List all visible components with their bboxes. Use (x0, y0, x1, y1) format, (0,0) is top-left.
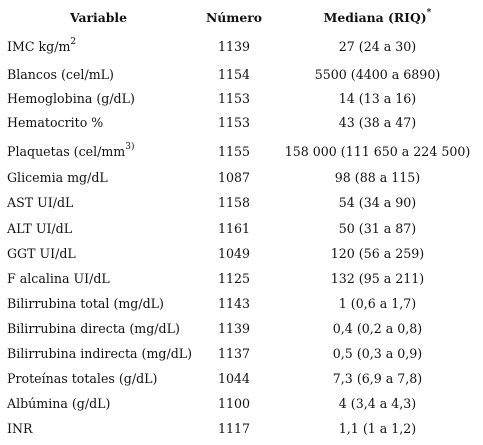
table-header-row: Variable Número Mediana (RIQ)* (0, 5, 483, 30)
table-row: GGT UI/dL 1049 120 (56 a 259) (0, 241, 483, 266)
table-row: AST UI/dL 1158 54 (34 a 90) (0, 190, 483, 215)
cell-variable: Glicemia mg/dL (7, 165, 108, 190)
cell-variable: IMC kg/m2 (7, 34, 76, 59)
cell-variable: Hematocrito % (7, 110, 103, 135)
cell-variable-text: F alcalina UI/dL (7, 271, 110, 286)
cell-numero: 1158 (217, 195, 251, 210)
cell-variable: F alcalina UI/dL (7, 266, 110, 291)
table-row: Plaquetas (cel/mm3) 1155 158 000 (111 650 … (0, 139, 483, 164)
cell-mediana: 27 (24 a 30) (338, 39, 417, 54)
cell-mediana: 120 (56 a 259) (330, 246, 425, 261)
cell-variable: Proteínas totales (g/dL) (7, 366, 157, 391)
cell-variable: GGT UI/dL (7, 241, 76, 266)
table-row: IMC kg/m2 1139 27 (24 a 30) (0, 34, 483, 59)
header-variable: Variable (70, 10, 128, 25)
cell-mediana: 158 000 (111 650 a 224 500) (284, 144, 471, 159)
cell-variable: Bilirrubina indirecta (mg/dL) (7, 341, 192, 366)
cell-numero: 1049 (217, 246, 251, 261)
cell-numero: 1125 (217, 271, 251, 286)
cell-numero: 1155 (217, 144, 251, 159)
cell-variable-text: Blancos (cel/mL) (7, 67, 114, 82)
cell-variable-text: INR (7, 421, 33, 436)
cell-numero: 1161 (217, 221, 251, 236)
cell-numero: 1154 (217, 67, 251, 82)
cell-variable-text: GGT UI/dL (7, 246, 76, 261)
cell-variable-superscript: 3) (125, 142, 135, 152)
cell-numero: 1044 (217, 371, 251, 386)
cell-variable: Bilirrubina total (mg/dL) (7, 291, 164, 316)
cell-variable-text: Plaquetas (cel/mm (7, 144, 126, 159)
cell-mediana: 1,1 (1 a 1,2) (338, 421, 417, 436)
cell-numero: 1087 (217, 170, 251, 185)
cell-mediana: 1 (0,6 a 1,7) (338, 296, 417, 311)
cell-mediana: 132 (95 a 211) (330, 271, 425, 286)
table-row: Bilirrubina directa (mg/dL) 1139 0,4 (0,2 … (0, 316, 483, 341)
cell-mediana: 0,5 (0,3 a 0,9) (332, 346, 423, 361)
cell-mediana: 7,3 (6,9 a 7,8) (332, 371, 423, 386)
table-row: Blancos (cel/mL) 1154 5500 (4400 a 6890) (0, 62, 483, 87)
cell-mediana: 50 (31 a 87) (338, 221, 417, 236)
cell-variable: INR (7, 416, 32, 441)
table-row: Bilirrubina total (mg/dL) 1143 1 (0,6 a 1,… (0, 291, 483, 316)
table-row: Bilirrubina indirecta (mg/dL) 1137 0,5 (0,… (0, 341, 483, 366)
cell-numero: 1139 (217, 39, 251, 54)
cell-mediana: 43 (38 a 47) (338, 115, 417, 130)
table-row: Albúmina (g/dL) 1100 4 (3,4 a 4,3) (0, 391, 483, 416)
cell-variable: Bilirrubina directa (mg/dL) (7, 316, 180, 341)
cell-variable: Plaquetas (cel/mm3) (7, 139, 135, 164)
cell-mediana: 0,4 (0,2 a 0,8) (332, 321, 423, 336)
cell-variable: Hemoglobina (g/dL) (7, 86, 135, 111)
cell-numero: 1117 (217, 421, 251, 436)
cell-variable-text: IMC kg/m (7, 39, 71, 54)
table-row: F alcalina UI/dL 1125 132 (95 a 211) (0, 266, 483, 291)
cell-variable-text: Albúmina (g/dL) (7, 396, 111, 411)
cell-numero: 1139 (217, 321, 251, 336)
cell-variable-superscript: 2 (70, 37, 77, 47)
header-mediana-text: Mediana (RIQ) (323, 10, 427, 25)
cell-variable-text: Hematocrito % (7, 115, 104, 130)
table-row: Proteínas totales (g/dL) 1044 7,3 (6,9 a 7… (0, 366, 483, 391)
cell-variable-text: Bilirrubina indirecta (mg/dL) (7, 346, 193, 361)
header-mediana-mark: * (426, 8, 432, 18)
cell-mediana: 98 (88 a 115) (334, 170, 421, 185)
cell-variable: AST UI/dL (7, 190, 73, 215)
cell-variable: Blancos (cel/mL) (7, 62, 114, 87)
cell-numero: 1153 (217, 91, 251, 106)
cell-mediana: 14 (13 a 16) (338, 91, 417, 106)
cell-numero: 1143 (217, 296, 251, 311)
cell-variable-text: ALT UI/dL (7, 221, 73, 236)
cell-variable-text: Bilirrubina directa (mg/dL) (7, 321, 180, 336)
cell-variable-text: Bilirrubina total (mg/dL) (7, 296, 164, 311)
header-mediana: Mediana (RIQ)* (272, 5, 483, 30)
table-row: INR 1117 1,1 (1 a 1,2) (0, 416, 483, 441)
table-row: ALT UI/dL 1161 50 (31 a 87) (0, 216, 483, 241)
cell-numero: 1100 (217, 396, 251, 411)
table-row: Hemoglobina (g/dL) 1153 14 (13 a 16) (0, 86, 483, 111)
cell-variable-text: AST UI/dL (7, 195, 74, 210)
cell-variable: ALT UI/dL (7, 216, 72, 241)
cell-variable: Albúmina (g/dL) (7, 391, 110, 416)
cell-variable-text: Proteínas totales (g/dL) (7, 371, 158, 386)
cell-mediana: 4 (3,4 a 4,3) (338, 396, 417, 411)
cell-mediana: 5500 (4400 a 6890) (314, 67, 441, 82)
cell-mediana: 54 (34 a 90) (338, 195, 417, 210)
cell-numero: 1153 (217, 115, 251, 130)
cell-variable-text: Hemoglobina (g/dL) (7, 91, 135, 106)
cell-numero: 1137 (217, 346, 251, 361)
cell-variable-text: Glicemia mg/dL (7, 170, 108, 185)
header-numero: Número (205, 10, 263, 25)
table-row: Hematocrito % 1153 43 (38 a 47) (0, 110, 483, 135)
table-row: Glicemia mg/dL 1087 98 (88 a 115) (0, 165, 483, 190)
